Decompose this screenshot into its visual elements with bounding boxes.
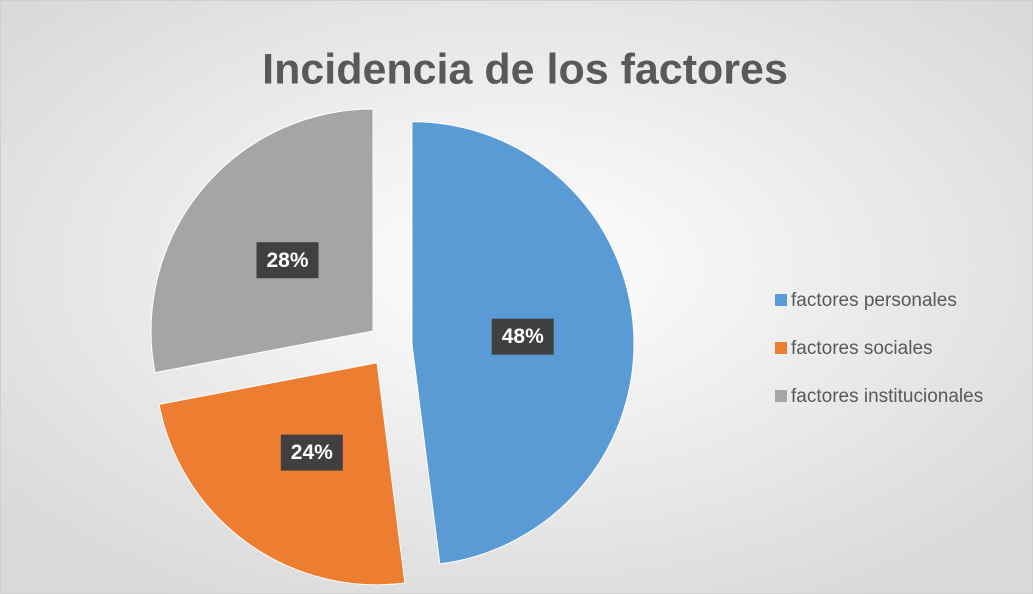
- legend-swatch: [775, 294, 787, 306]
- legend-label: factores personales: [791, 290, 957, 311]
- data-label: 24%: [291, 441, 333, 464]
- data-label-box: [256, 242, 319, 279]
- pie-slice: [158, 362, 406, 586]
- data-label-box: [491, 318, 554, 355]
- legend-label: factores institucionales: [791, 386, 983, 407]
- data-label-box: [280, 434, 343, 471]
- legend-label: factores sociales: [791, 338, 933, 359]
- chart-title: Incidencia de los factores: [262, 45, 788, 93]
- data-label: 28%: [267, 249, 309, 272]
- legend-swatch: [775, 390, 787, 402]
- data-label: 48%: [502, 325, 544, 348]
- pie-slice: [150, 108, 374, 374]
- legend-swatch: [775, 342, 787, 354]
